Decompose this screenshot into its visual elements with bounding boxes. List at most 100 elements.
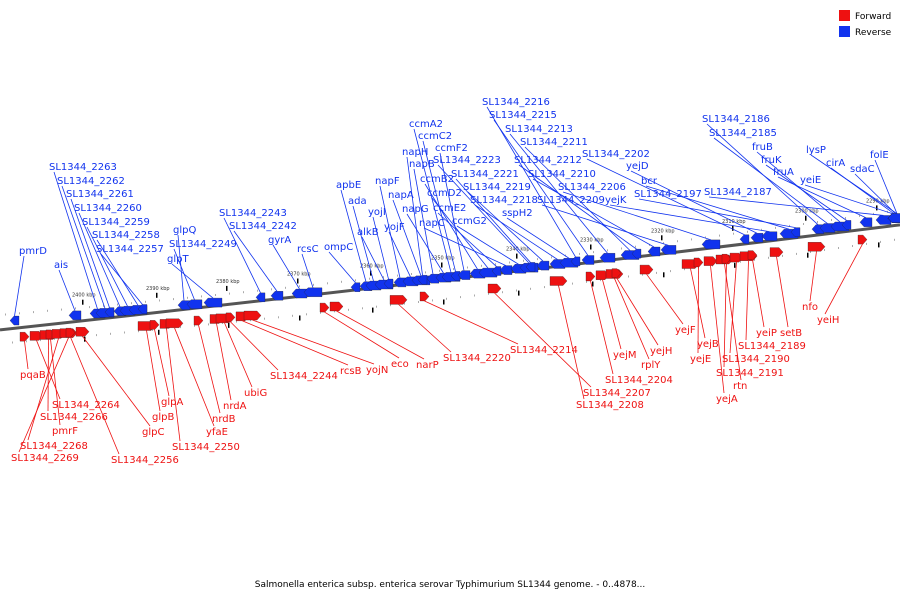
gene-label-forward[interactable]: yejM [613,350,636,361]
gene-arrow-forward[interactable] [703,256,718,266]
gene-label-forward[interactable]: SL1344_2244 [270,371,338,382]
gene-label-forward[interactable]: SL1344_2269 [11,453,79,464]
gene-label-reverse[interactable]: cirA [826,158,845,169]
gene-label-reverse[interactable]: SL1344_2186 [702,114,770,125]
gene-label-reverse[interactable]: ccmB2 [420,174,454,185]
gene-arrow-reverse[interactable] [137,304,148,314]
gene-label-reverse[interactable]: SL1344_2249 [169,239,237,250]
gene-arrow-reverse[interactable] [819,223,836,233]
gene-arrow-reverse[interactable] [761,231,778,241]
gene-label-reverse[interactable]: SL1344_2242 [229,221,297,232]
gene-arrow-reverse[interactable] [570,256,581,267]
gene-label-reverse[interactable]: SL1344_2210 [528,169,596,180]
gene-arrow-forward[interactable] [149,320,160,330]
gene-arrow-forward[interactable] [549,276,568,286]
gene-label-reverse[interactable]: SL1344_2257 [96,244,164,255]
gene-label-reverse[interactable]: yejK [605,195,627,206]
gene-label-reverse[interactable]: sdaC [850,164,875,175]
gene-arrow-reverse[interactable] [203,297,223,308]
gene-arrow-forward[interactable] [857,234,868,245]
gene-arrow-reverse[interactable] [186,299,203,309]
gene-label-reverse[interactable]: napG [402,204,429,215]
gene-label-reverse[interactable]: alkB [357,227,379,238]
gene-label-reverse[interactable]: yojI [368,207,386,218]
gene-arrow-reverse[interactable] [291,288,308,299]
gene-label-forward[interactable]: glpC [142,427,164,438]
gene-label-forward[interactable]: SL1344_2207 [583,388,651,399]
gene-label-reverse[interactable]: ccmA2 [409,119,443,130]
gene-label-forward[interactable]: pmrF [52,426,78,437]
gene-label-reverse[interactable]: SL1344_2206 [558,182,626,193]
gene-label-forward[interactable]: SL1344_2214 [510,345,578,356]
gene-label-forward[interactable]: SL1344_2208 [576,400,644,411]
gene-label-forward[interactable]: SL1344_2266 [40,412,108,423]
gene-arrow-reverse[interactable] [255,292,266,302]
gene-arrow-forward[interactable] [389,295,408,305]
gene-arrow-reverse[interactable] [177,300,191,310]
gene-arrow-reverse[interactable] [631,248,642,259]
gene-label-forward[interactable]: SL1344_2190 [722,354,790,365]
gene-label-reverse[interactable]: SL1344_2258 [92,230,160,241]
gene-label-forward[interactable]: yfaE [206,427,228,438]
gene-label-forward[interactable]: SL1344_2189 [738,341,806,352]
gene-arrow-reverse[interactable] [647,246,661,257]
gene-label-reverse[interactable]: ais [54,260,68,271]
gene-label-forward[interactable]: rplY [641,360,661,371]
gene-arrow-forward[interactable] [639,264,654,275]
gene-arrow-reverse[interactable] [426,274,440,284]
gene-label-forward[interactable]: rtn [733,381,747,392]
gene-arrow-reverse[interactable] [491,266,502,276]
gene-label-forward[interactable]: ubiG [244,388,267,399]
gene-label-forward[interactable]: SL1344_2268 [20,441,88,452]
gene-label-forward[interactable]: yejB [697,339,719,350]
gene-arrow-reverse[interactable] [350,282,361,292]
gene-arrow-forward[interactable] [19,332,30,342]
gene-label-reverse[interactable]: SL1344_2260 [74,203,142,214]
gene-label-forward[interactable]: rcsB [340,366,362,377]
gene-label-reverse[interactable]: SL1344_2216 [482,97,550,108]
gene-label-reverse[interactable]: SL1344_2262 [57,176,125,187]
gene-arrow-forward[interactable] [769,247,784,257]
gene-label-reverse[interactable]: ccmF2 [435,143,468,154]
gene-label-reverse[interactable]: gyrA [268,235,291,246]
gene-label-reverse[interactable]: apbE [336,180,361,191]
gene-label-reverse[interactable]: SL1344_2185 [709,128,777,139]
gene-label-forward[interactable]: SL1344_2220 [443,353,511,364]
gene-arrow-reverse[interactable] [841,220,852,230]
gene-arrow-reverse[interactable] [887,213,900,223]
gene-arrow-forward[interactable] [487,283,502,294]
gene-arrow-reverse[interactable] [499,265,513,275]
gene-arrow-forward[interactable] [243,310,262,321]
gene-arrow-reverse[interactable] [450,271,461,281]
gene-arrow-reverse[interactable] [790,227,801,237]
gene-label-reverse[interactable]: fruB [752,142,773,153]
gene-label-reverse[interactable]: ada [348,196,367,207]
gene-label-reverse[interactable]: ompC [324,242,353,253]
gene-label-forward[interactable]: SL1344_2204 [605,375,673,386]
gene-label-reverse[interactable]: SL1344_2212 [514,155,582,166]
gene-arrow-reverse[interactable] [303,287,323,297]
gene-label-forward[interactable]: yojN [366,365,388,376]
gene-label-forward[interactable]: yeiH [817,315,839,326]
gene-arrow-forward[interactable] [165,318,184,328]
gene-arrow-forward[interactable] [585,271,596,282]
gene-label-reverse[interactable]: folE [870,150,889,161]
gene-label-forward[interactable]: nfo [802,302,818,313]
gene-label-reverse[interactable]: SL1344_2213 [505,124,573,135]
gene-label-reverse[interactable]: ccmC2 [418,131,452,142]
gene-arrow-forward[interactable] [193,315,204,326]
gene-label-reverse[interactable]: sspH2 [502,208,533,219]
gene-label-reverse[interactable]: SL1344_2187 [704,187,772,198]
gene-arrow-forward[interactable] [75,327,90,337]
gene-label-forward[interactable]: yejH [650,346,672,357]
gene-label-reverse[interactable]: napC [419,218,445,229]
gene-label-reverse[interactable]: ccmG2 [452,216,487,227]
gene-label-reverse[interactable]: napF [375,176,400,187]
gene-arrow-forward[interactable] [747,250,758,260]
gene-label-forward[interactable]: setB [780,328,802,339]
gene-label-reverse[interactable]: SL1344_2209 [537,195,605,206]
gene-label-reverse[interactable]: SL1344_2261 [66,189,134,200]
gene-arrow-reverse[interactable] [660,245,677,255]
gene-label-forward[interactable]: nrdB [212,414,236,425]
gene-arrow-forward[interactable] [419,291,430,302]
